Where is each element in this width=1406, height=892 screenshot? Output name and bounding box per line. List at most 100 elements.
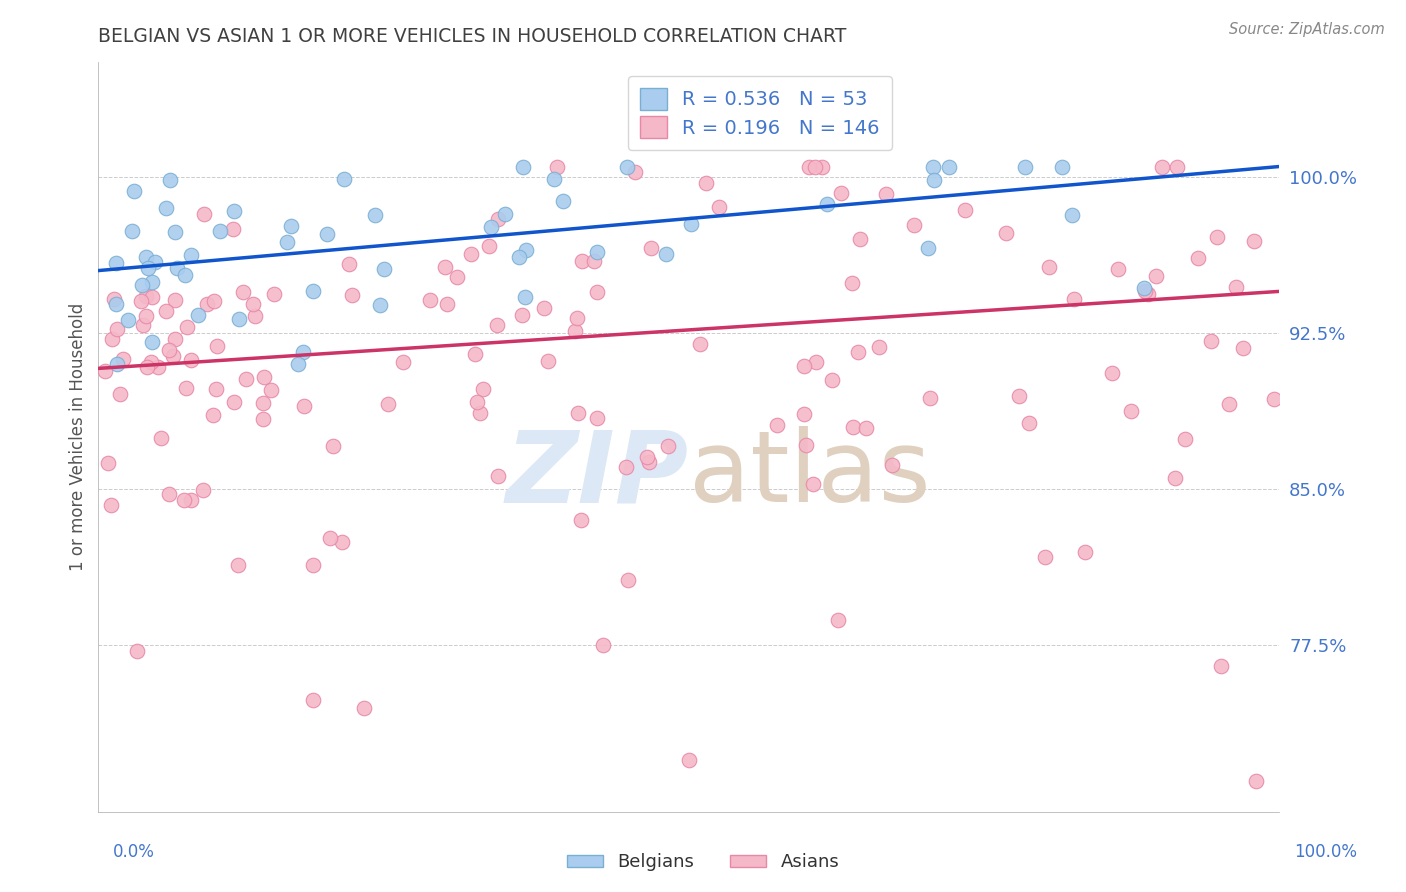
Point	[537, 354, 560, 368]
Point	[481, 219, 503, 234]
Point	[1187, 251, 1209, 265]
Point	[510, 308, 533, 322]
Point	[195, 297, 218, 311]
Point	[512, 161, 534, 175]
Point	[995, 226, 1018, 240]
Point	[1101, 366, 1123, 380]
Point	[806, 354, 828, 368]
Point	[875, 186, 897, 201]
Point	[1174, 433, 1197, 447]
Point	[260, 383, 283, 397]
Point	[276, 235, 298, 250]
Point	[1038, 260, 1060, 274]
Point	[921, 160, 943, 174]
Point	[316, 227, 339, 242]
Point	[460, 246, 482, 260]
Point	[176, 320, 198, 334]
Point	[373, 261, 395, 276]
Point	[848, 345, 870, 359]
Point	[222, 222, 245, 236]
Point	[292, 399, 315, 413]
Point	[187, 308, 209, 322]
Point	[815, 196, 838, 211]
Point	[1218, 397, 1240, 411]
Point	[340, 287, 363, 301]
Point	[1152, 160, 1174, 174]
Point	[1244, 773, 1267, 788]
Point	[592, 638, 614, 652]
Point	[287, 357, 309, 371]
Point	[322, 439, 344, 453]
Point	[117, 312, 139, 326]
Point	[235, 372, 257, 386]
Point	[543, 172, 565, 186]
Point	[155, 303, 177, 318]
Point	[155, 202, 177, 216]
Point	[176, 380, 198, 394]
Point	[1225, 280, 1247, 294]
Point	[201, 409, 224, 423]
Point	[1243, 234, 1265, 248]
Point	[804, 160, 827, 174]
Point	[567, 311, 589, 326]
Point	[880, 458, 903, 472]
Point	[485, 318, 508, 333]
Point	[636, 450, 658, 465]
Point	[1232, 342, 1254, 356]
Point	[1137, 287, 1160, 301]
Point	[1018, 417, 1040, 431]
Point	[1205, 230, 1227, 244]
Point	[105, 357, 128, 371]
Point	[136, 261, 159, 276]
Point	[1144, 269, 1167, 284]
Point	[332, 171, 354, 186]
Point	[468, 406, 491, 420]
Point	[157, 343, 180, 358]
Point	[146, 360, 169, 375]
Point	[811, 160, 834, 174]
Point	[478, 239, 501, 253]
Point	[232, 285, 254, 299]
Point	[222, 395, 245, 409]
Point	[1119, 404, 1142, 418]
Point	[842, 419, 865, 434]
Point	[655, 247, 678, 261]
Point	[1107, 262, 1129, 277]
Point	[796, 438, 818, 452]
Point	[918, 391, 941, 405]
Point	[623, 165, 645, 179]
Point	[793, 407, 815, 421]
Point	[318, 531, 340, 545]
Point	[1133, 281, 1156, 295]
Point	[368, 298, 391, 312]
Point	[465, 395, 488, 409]
Point	[1133, 284, 1156, 298]
Point	[657, 440, 679, 454]
Point	[508, 250, 530, 264]
Point	[150, 431, 173, 445]
Point	[135, 289, 157, 303]
Point	[105, 322, 128, 336]
Point	[105, 255, 128, 269]
Point	[436, 296, 458, 310]
Point	[111, 351, 134, 366]
Point	[141, 290, 163, 304]
Point	[569, 512, 592, 526]
Point	[640, 241, 662, 255]
Point	[364, 208, 387, 222]
Point	[302, 558, 325, 572]
Point	[616, 160, 638, 174]
Point	[953, 203, 976, 218]
Point	[585, 244, 607, 259]
Point	[695, 177, 717, 191]
Point	[108, 387, 131, 401]
Point	[242, 297, 264, 311]
Point	[159, 172, 181, 186]
Point	[174, 268, 197, 282]
Point	[434, 260, 457, 274]
Point	[830, 186, 852, 200]
Point	[337, 257, 360, 271]
Point	[180, 353, 202, 368]
Point	[193, 207, 215, 221]
Point	[180, 248, 202, 262]
